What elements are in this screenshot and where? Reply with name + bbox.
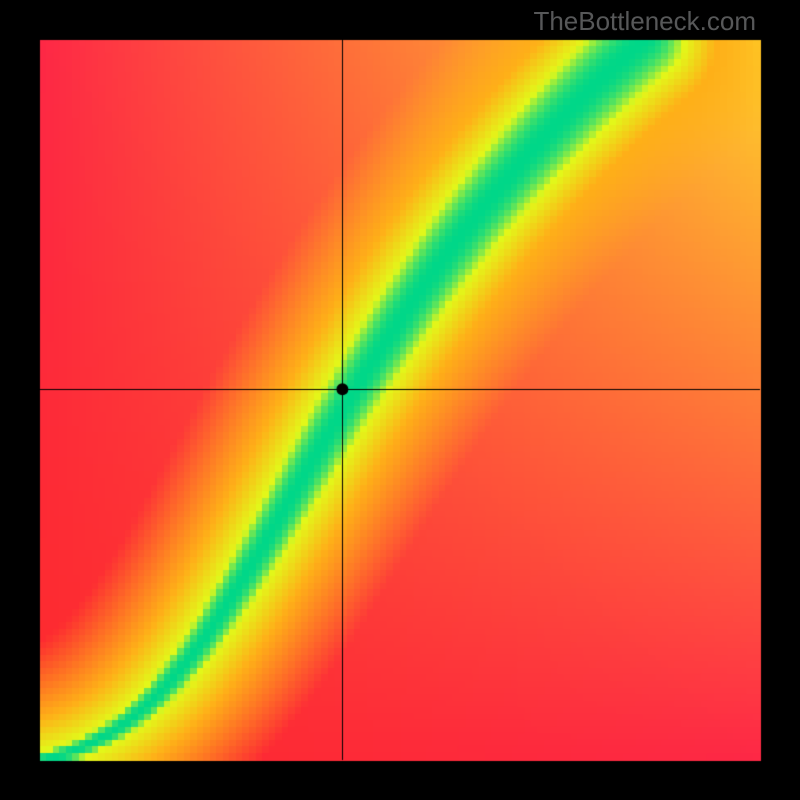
chart-container: TheBottleneck.com [0, 0, 800, 800]
watermark-text: TheBottleneck.com [533, 6, 756, 37]
bottleneck-heatmap [0, 0, 800, 800]
